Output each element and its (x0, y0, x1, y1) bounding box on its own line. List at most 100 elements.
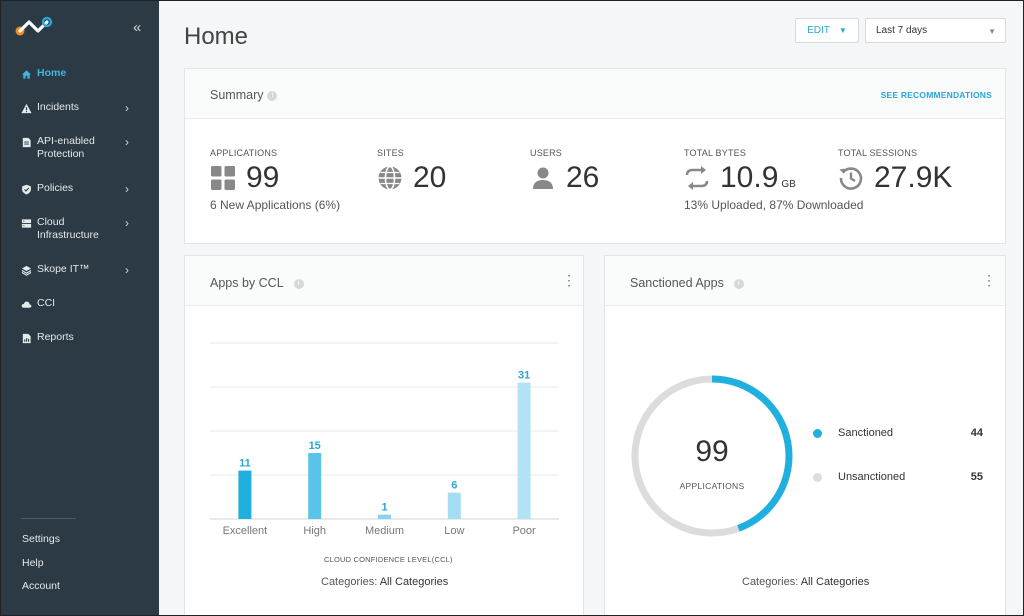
sidebar-item-cloud-infrastructure[interactable]: Cloud Infrastructure › (1, 216, 129, 242)
metric-value: 99 (246, 161, 280, 194)
metric-value: 20 (413, 161, 447, 194)
chevron-right-icon: › (125, 101, 129, 115)
sidebar-item-api-enabled-protection[interactable]: API-enabled Protection › (1, 135, 129, 161)
donut-slice-unsanctioned[interactable] (631, 375, 740, 537)
chevron-right-icon: › (125, 182, 129, 196)
sidebar-item-skope-it[interactable]: Skope IT™ › (1, 263, 129, 277)
legend-dot (813, 473, 822, 482)
sanctioned-donut-chart: 99 APPLICATIONS (631, 375, 793, 537)
sidebar: « Home Incidents › API-enabled Protectio… (1, 1, 159, 615)
metric-label: TOTAL BYTES (684, 148, 747, 158)
bar-value-label: 31 (518, 370, 530, 382)
sidebar-item-cci[interactable]: CCI (1, 297, 123, 310)
metric-label: SITES (377, 148, 405, 158)
info-icon[interactable]: i (733, 278, 744, 289)
legend-label: Sanctioned (838, 427, 894, 439)
info-icon[interactable]: i (267, 90, 278, 101)
categories-value: All Categories (800, 576, 870, 588)
shield-icon (22, 184, 31, 195)
x-tick-label: Poor (512, 525, 536, 537)
sidebar-item-policies[interactable]: Policies › (1, 182, 129, 196)
legend-count: 44 (970, 427, 983, 439)
metric-subtext: 13% Uploaded, 87% Downloaded (684, 198, 864, 212)
bar-high[interactable] (308, 453, 322, 519)
metric-unit: GB (781, 178, 796, 190)
sidebar-item-label: Cloud Infrastructure (37, 216, 99, 241)
caret-down-icon: ▼ (838, 26, 847, 35)
metric-total-sessions[interactable]: TOTAL SESSIONS 27.9K (838, 148, 952, 194)
history-icon (839, 167, 863, 190)
legend-label: Unsanctioned (838, 471, 906, 483)
bar-poor[interactable] (517, 382, 531, 519)
bar-value-label: 15 (309, 440, 321, 452)
bar-medium[interactable] (378, 514, 391, 519)
categories-label: Categories: (742, 576, 799, 588)
metric-applications[interactable]: APPLICATIONS 99 6 New Applications (6%) (210, 148, 340, 212)
sidebar-item-label: Home (37, 67, 67, 79)
bar-low[interactable] (447, 492, 461, 519)
see-recommendations-link[interactable]: SEE RECOMMENDATIONS (880, 90, 992, 100)
ccl-header: Apps by CCL i ⋮ (185, 256, 583, 306)
help-link[interactable]: Help (22, 556, 44, 569)
more-options-icon[interactable]: ⋮ (562, 272, 576, 288)
chevron-right-icon: › (125, 216, 129, 230)
summary-header: Summary i SEE RECOMMENDATIONS (185, 69, 1005, 119)
sidebar-item-label: Skope IT™ (37, 263, 90, 275)
summary-title: Summary i (210, 88, 278, 102)
ccl-bar-chart: 11 Excellent 15 High 1 Medium 6 Low 31 Poor (210, 342, 559, 537)
x-tick-label: High (303, 525, 326, 537)
settings-link[interactable]: Settings (22, 533, 60, 545)
ccl-title-text: Apps by CCL (210, 276, 284, 290)
bar-value-label: 1 (381, 502, 387, 514)
edit-button[interactable]: EDIT ▼ (795, 18, 859, 43)
report-icon (22, 333, 31, 344)
metric-value: 10.9 (720, 161, 779, 194)
account-link[interactable]: Account (22, 580, 60, 592)
metric-users[interactable]: USERS 26 (530, 148, 599, 194)
metric-sites[interactable]: SITES 20 (377, 148, 446, 194)
netskope-logo (15, 16, 53, 36)
globe-icon (378, 165, 402, 191)
summary-title-text: Summary (210, 88, 264, 102)
sidebar-item-incidents[interactable]: Incidents › (1, 101, 129, 115)
main-content: Home EDIT ▼ Last 7 days ▼ Summary i SEE R… (159, 1, 1023, 615)
metric-label: TOTAL SESSIONS (838, 148, 918, 158)
ccl-axis-title: CLOUD CONFIDENCE LEVEL(CCL) (324, 555, 453, 564)
document-icon (22, 137, 31, 148)
edit-button-label: EDIT (807, 25, 830, 36)
summary-card: Summary i SEE RECOMMENDATIONS APPLICATION… (184, 68, 1006, 244)
chevron-right-icon: › (125, 263, 129, 277)
categories-label: Categories: (321, 576, 378, 588)
sidebar-item-label: Incidents (37, 101, 80, 113)
sidebar-item-label: Reports (37, 331, 74, 343)
grid-icon (211, 166, 235, 190)
cloud-icon (21, 301, 32, 308)
ccl-title: Apps by CCL i (210, 276, 304, 290)
collapse-sidebar-icon[interactable]: « (133, 19, 142, 36)
sidebar-item-label: CCI (37, 297, 56, 309)
sanctioned-title: Sanctioned Apps i (630, 276, 744, 290)
caret-down-icon: ▼ (988, 27, 996, 36)
bar-value-label: 11 (239, 458, 251, 470)
sidebar-item-reports[interactable]: Reports (1, 331, 123, 344)
info-icon[interactable]: i (293, 278, 304, 289)
sanctioned-title-text: Sanctioned Apps (630, 276, 724, 290)
date-range-value: Last 7 days (876, 25, 928, 36)
warning-icon (21, 103, 32, 114)
sidebar-item-home[interactable]: Home (1, 67, 123, 80)
sidebar-divider (21, 518, 76, 519)
donut-center-value: 99 (695, 435, 728, 468)
categories-value: All Categories (379, 576, 449, 588)
bar-excellent[interactable] (238, 470, 252, 519)
user-icon (533, 167, 553, 189)
page-title: Home (184, 23, 249, 50)
sanctioned-apps-card: Sanctioned Apps i ⋮ 99 APPLICATIONS Sanct… (604, 255, 1006, 615)
sanctioned-categories-filter[interactable]: Categories: All Categories (742, 576, 869, 588)
metric-label: USERS (530, 148, 563, 158)
date-range-select[interactable]: Last 7 days ▼ (865, 18, 1006, 43)
more-options-icon[interactable]: ⋮ (982, 272, 996, 288)
ccl-categories-filter[interactable]: Categories: All Categories (321, 576, 448, 588)
chevron-right-icon: › (125, 135, 129, 149)
donut-slice-sanctioned[interactable] (711, 375, 793, 532)
metric-total-bytes[interactable]: TOTAL BYTES 10.9 GB 13% Uploaded, 87% Do… (684, 148, 863, 212)
